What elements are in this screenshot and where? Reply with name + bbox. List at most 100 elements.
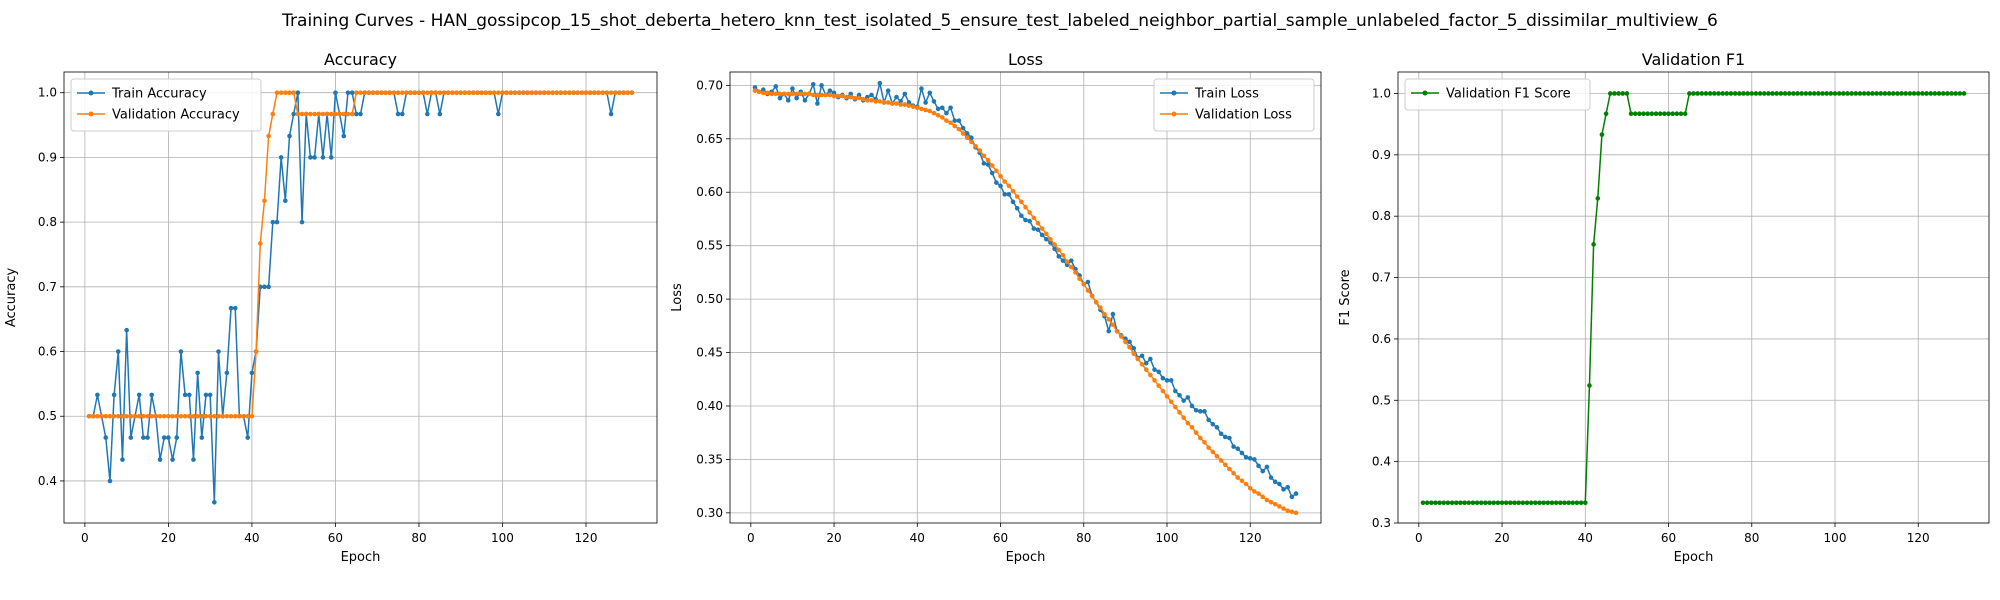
data-point xyxy=(1177,392,1182,398)
data-point xyxy=(103,413,109,419)
data-point xyxy=(504,90,509,96)
data-point xyxy=(1591,242,1596,247)
data-point xyxy=(216,413,221,419)
data-point xyxy=(195,413,200,419)
data-point xyxy=(1202,409,1207,414)
data-point xyxy=(95,392,100,398)
data-point xyxy=(174,435,180,440)
data-point xyxy=(1247,456,1253,461)
data-point xyxy=(1628,111,1634,117)
data-point xyxy=(1044,236,1049,242)
data-point xyxy=(1185,420,1191,426)
data-point xyxy=(341,133,347,139)
data-point xyxy=(207,392,213,398)
data-point xyxy=(1002,179,1007,184)
data-point xyxy=(1816,91,1821,96)
data-point xyxy=(1849,91,1854,96)
data-point xyxy=(1285,484,1290,490)
data-point xyxy=(848,91,853,97)
data-point xyxy=(852,95,858,101)
data-point xyxy=(487,90,493,96)
data-point xyxy=(1210,449,1216,455)
data-point xyxy=(266,133,271,139)
data-point xyxy=(224,413,230,419)
data-point xyxy=(228,413,234,419)
data-point xyxy=(1106,328,1112,334)
data-point xyxy=(1791,91,1796,96)
data-point xyxy=(1957,91,1963,96)
data-point xyxy=(761,90,766,96)
data-point xyxy=(249,370,255,376)
data-point xyxy=(865,98,870,103)
data-point xyxy=(1716,91,1721,96)
data-point xyxy=(802,98,808,103)
data-point xyxy=(1077,276,1082,282)
data-point xyxy=(1603,111,1609,117)
data-point xyxy=(1039,226,1045,231)
data-point xyxy=(1420,500,1426,506)
data-point xyxy=(383,90,388,96)
data-point xyxy=(1712,91,1717,96)
data-point xyxy=(1035,220,1041,226)
data-point xyxy=(445,90,451,96)
data-point xyxy=(1081,281,1087,287)
data-point xyxy=(241,413,246,419)
data-point xyxy=(1645,111,1651,117)
x-tick-label: 120 xyxy=(575,531,598,545)
data-point xyxy=(1085,279,1091,285)
data-point xyxy=(1168,399,1174,405)
data-point xyxy=(815,92,820,98)
data-point xyxy=(358,111,363,117)
x-axis-label: Epoch xyxy=(1006,550,1046,565)
data-point xyxy=(948,120,953,126)
data-point xyxy=(885,88,891,93)
data-point xyxy=(1039,232,1045,238)
data-point xyxy=(1056,247,1062,253)
data-point xyxy=(1027,218,1032,224)
x-tick-label: 80 xyxy=(1076,531,1091,545)
data-point xyxy=(1761,91,1767,96)
data-point xyxy=(1131,345,1137,351)
data-point xyxy=(1774,91,1780,96)
data-point xyxy=(1231,444,1236,449)
data-point xyxy=(1189,403,1195,409)
data-point xyxy=(1483,500,1488,506)
data-point xyxy=(1799,91,1805,96)
data-point xyxy=(349,111,355,117)
data-point xyxy=(1637,111,1642,117)
data-point xyxy=(537,90,543,96)
data-point xyxy=(1845,91,1850,96)
data-point xyxy=(1118,334,1124,339)
series-line-1 xyxy=(754,82,1297,498)
legend-box xyxy=(1404,78,1591,111)
data-point xyxy=(228,305,234,311)
data-point xyxy=(1010,188,1016,194)
data-point xyxy=(894,94,899,100)
chart-2: 0 20 40 60 80 100 120 0.30 0.35 0.40 0.45 0.50 0.55 0… xyxy=(670,50,1322,565)
data-point xyxy=(1578,500,1584,506)
data-point xyxy=(981,161,987,166)
data-point xyxy=(583,90,589,96)
data-point xyxy=(1820,91,1825,96)
data-point xyxy=(516,90,522,96)
data-point xyxy=(1928,91,1934,96)
data-point xyxy=(1728,91,1734,96)
data-point xyxy=(865,94,870,100)
data-point xyxy=(1260,494,1266,500)
y-tick-label: 1.0 xyxy=(1372,86,1391,100)
data-point xyxy=(977,148,983,153)
data-point xyxy=(567,90,572,96)
data-point xyxy=(333,90,338,96)
data-point xyxy=(1736,91,1742,96)
data-point xyxy=(1824,91,1829,96)
data-point xyxy=(429,90,434,96)
data-point xyxy=(1268,499,1274,505)
data-point xyxy=(1945,91,1950,96)
data-point xyxy=(1243,454,1249,460)
data-point xyxy=(278,90,284,96)
data-point xyxy=(475,90,480,96)
series-line-2 xyxy=(754,89,1297,514)
data-point xyxy=(420,90,426,96)
data-point xyxy=(1127,344,1132,350)
data-point xyxy=(1433,500,1438,506)
